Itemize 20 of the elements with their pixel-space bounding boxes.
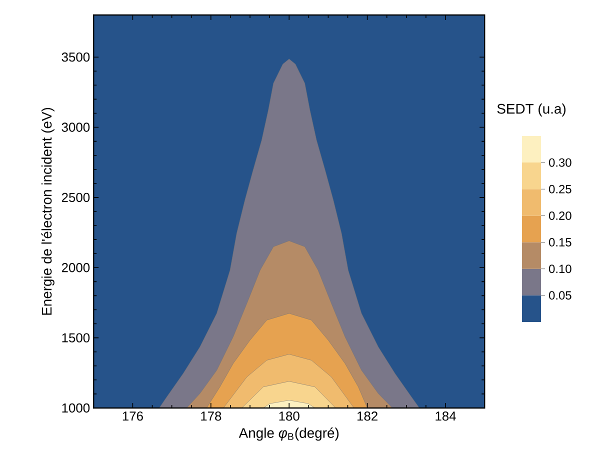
x-tick-label: 180 [279,412,300,421]
y-tick-label: 3500 [62,52,90,62]
color-bar-title: SEDT (u.a) [497,103,566,116]
color-bar-label: 0.30 [549,158,572,167]
color-bar-label: 0.15 [549,238,572,246]
y-tick-label: 3000 [62,122,90,132]
x-tick-label: 182 [357,412,378,421]
y-tick-label: 2000 [62,263,90,272]
color-bar-label: 0.10 [549,264,572,274]
color-bar-label: 0.05 [549,291,572,300]
color-bar-label: 0.25 [549,184,572,194]
y-tick-label: 1500 [62,333,90,342]
y-axis-title: Energie de l'électron incident (eV) [41,108,54,315]
x-tick-label: 176 [122,412,143,421]
x-tick-label: 178 [201,412,222,421]
y-tick-label: 2500 [62,192,90,202]
y-tick-label: 1000 [62,403,90,413]
x-axis-title: Angle φ$_{B}$(degré) [238,428,339,441]
color-bar-label: 0.20 [549,211,572,220]
x-tick-label: 184 [436,412,456,421]
